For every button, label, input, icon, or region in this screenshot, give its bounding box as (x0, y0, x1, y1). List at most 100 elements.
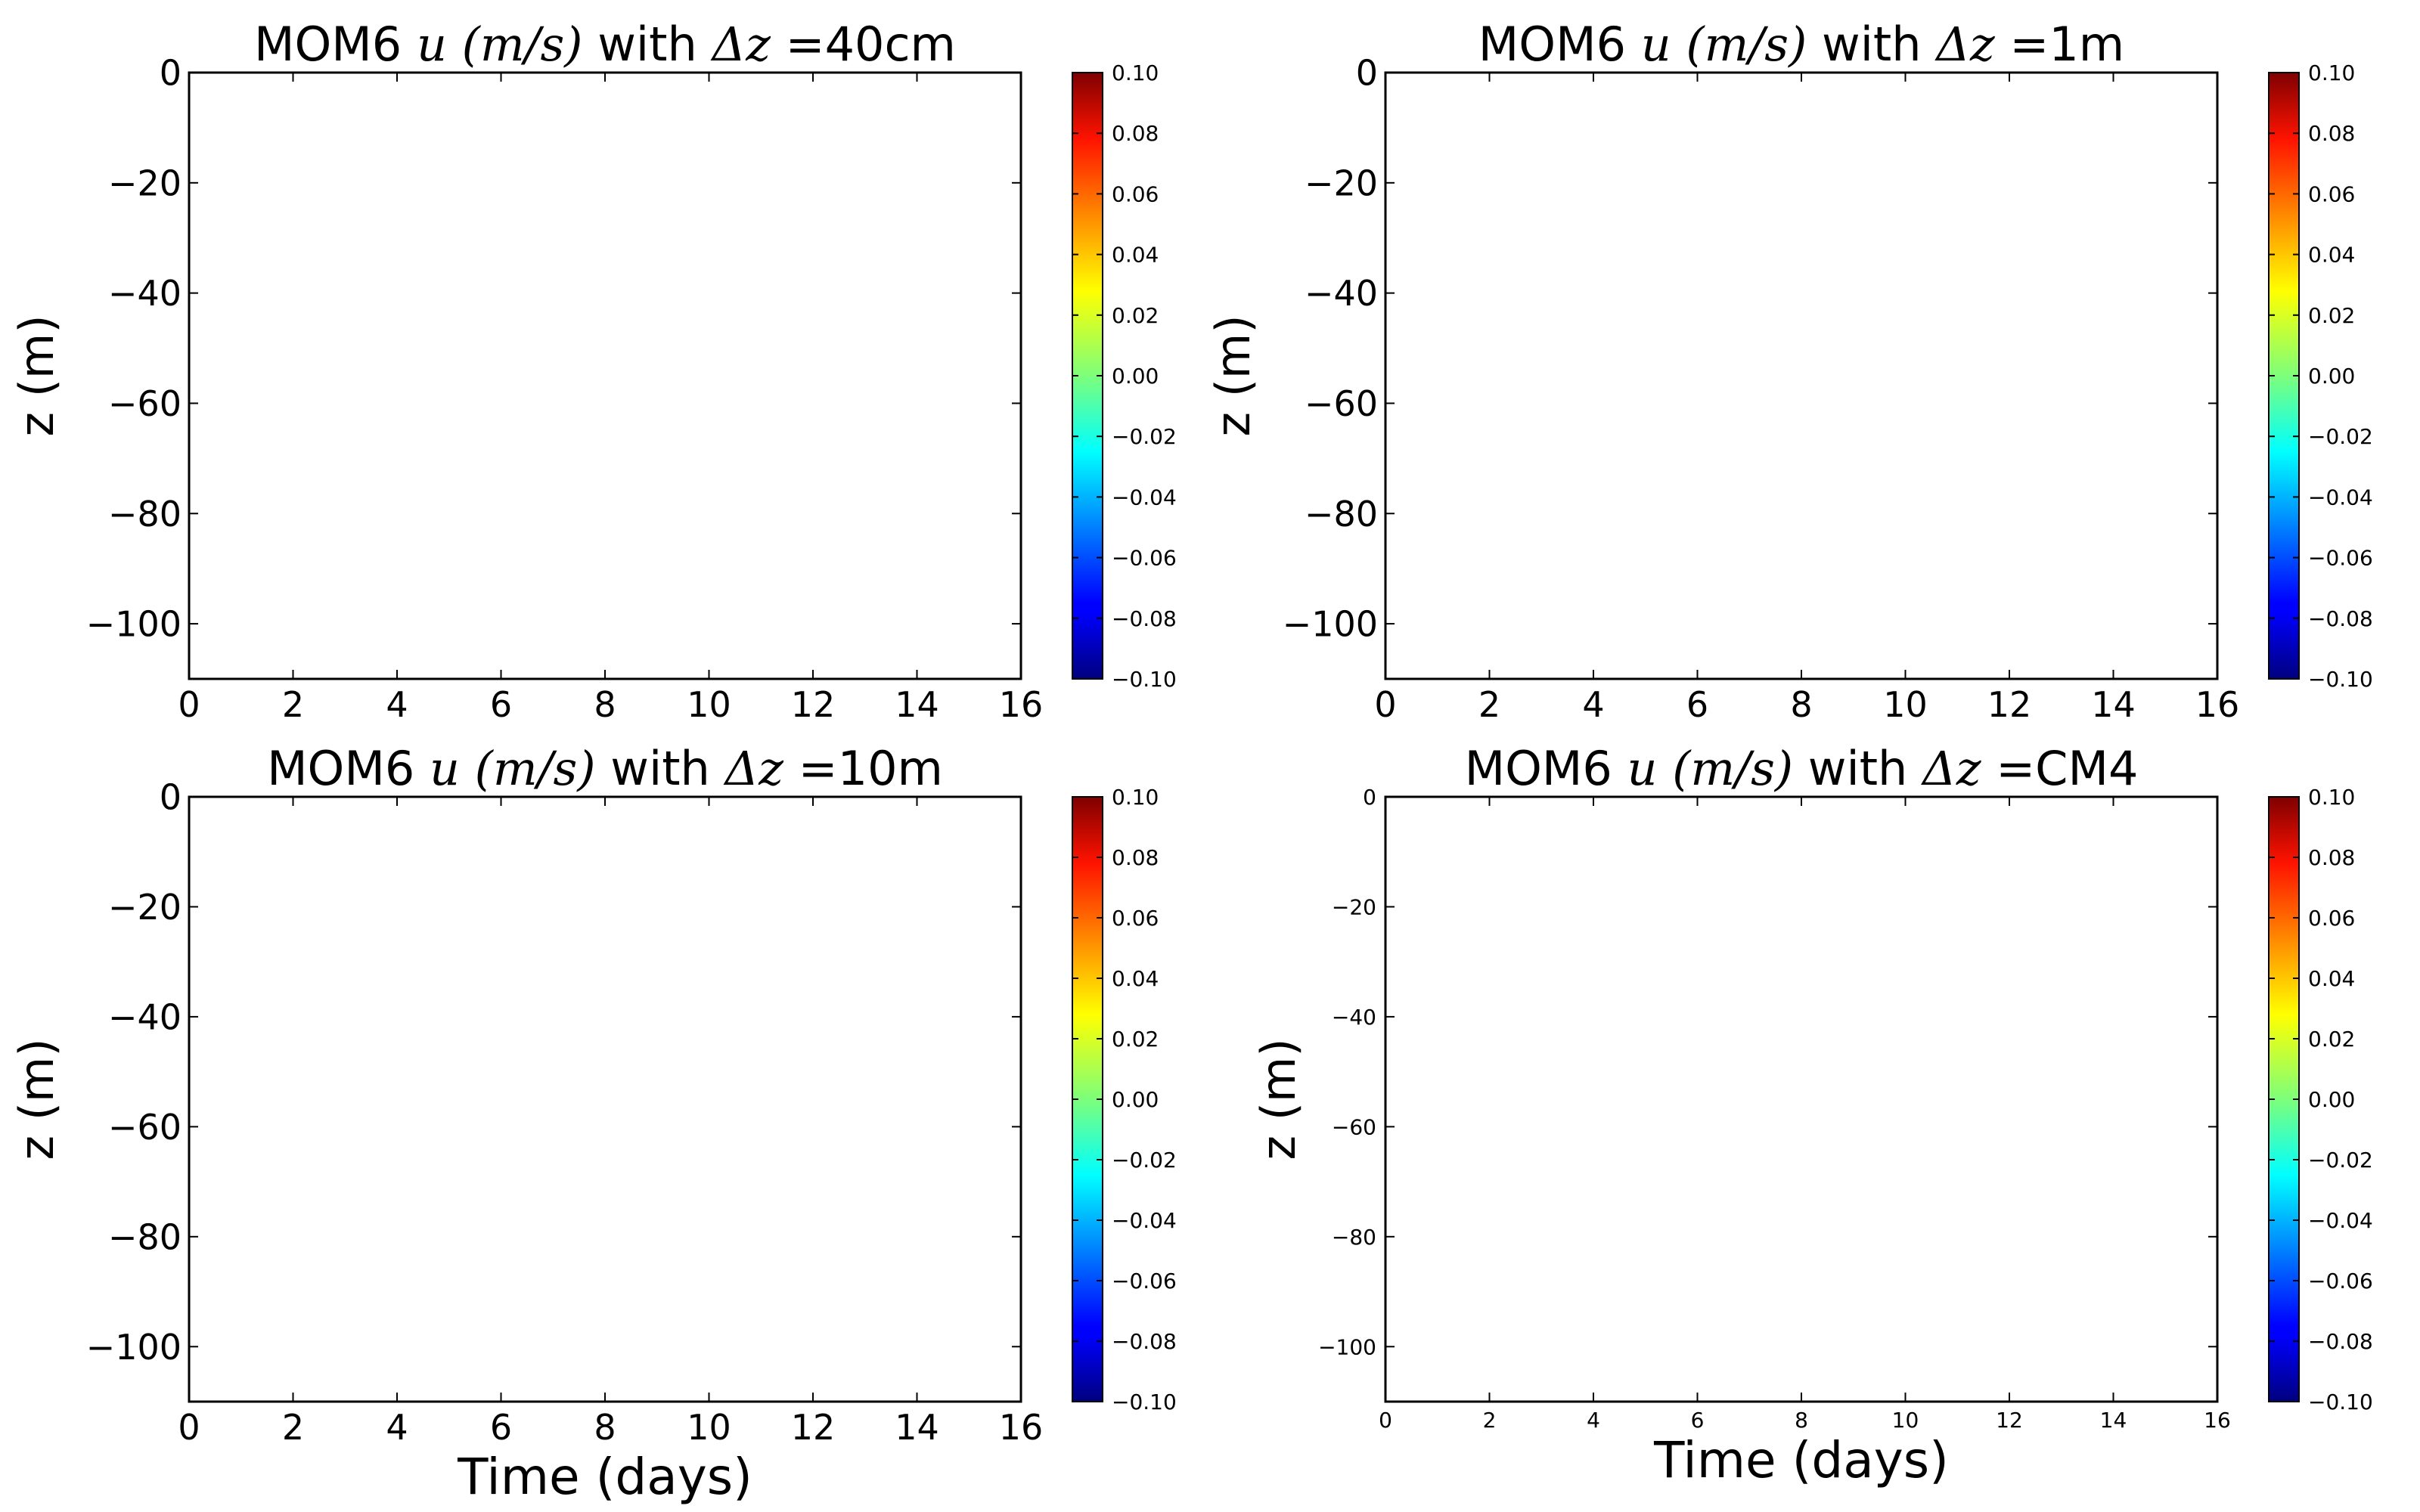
chart-title: MOM6 u (m/s) with Δz =CM4 (1465, 741, 2139, 796)
y-tick-label: −60 (108, 383, 182, 424)
y-tick-label: −60 (108, 1107, 182, 1148)
y-tick-label: −40 (108, 996, 182, 1037)
colorbar-tick-label: −0.10 (2308, 1390, 2373, 1414)
subplot-4: 0 2 4 6 8 10 12 14 16 0 −20 −40 −60 −80 −100 MOM6 u (m/… (1251, 741, 2373, 1489)
x-tick-label: 10 (1883, 684, 1928, 725)
colorbar-tick-label: 0.10 (2308, 60, 2355, 85)
x-tick-label: 2 (1478, 684, 1500, 725)
x-tick-label: 8 (1795, 1408, 1808, 1433)
x-tick-label: 0 (178, 1407, 200, 1448)
x-tick-label: 2 (282, 1407, 304, 1448)
x-tick-label: 2 (282, 684, 304, 725)
y-tick-label: −80 (108, 1216, 182, 1257)
y-tick-label: −60 (1332, 1114, 1376, 1139)
y-tick-label: 0 (1356, 53, 1378, 94)
colorbar-tick-label: −0.08 (2308, 1329, 2373, 1354)
x-tick-label: 4 (386, 1407, 408, 1448)
x-axis-label: Time (days) (1653, 1431, 1949, 1489)
colorbar-tick-label: 0.04 (2308, 243, 2355, 268)
y-tick-label: −100 (86, 604, 182, 645)
x-tick-label: 2 (1483, 1408, 1497, 1433)
colorbar-tick-label: 0.08 (1112, 845, 1159, 870)
colorbar-tick-label: 0.04 (1112, 243, 1159, 268)
y-tick-label: −20 (108, 163, 182, 203)
x-tick-label: 16 (999, 1407, 1044, 1448)
y-tick-label: −20 (108, 887, 182, 928)
plot-area (188, 795, 1022, 1403)
colorbar-tick-label: 0.10 (2308, 785, 2355, 810)
colorbar-tick-label: −0.08 (2308, 606, 2373, 631)
colorbar-tick-label: 0.08 (2308, 845, 2355, 870)
plot-area (1384, 795, 2219, 1403)
x-tick-label: 4 (1587, 1408, 1600, 1433)
y-tick-label: −20 (1332, 895, 1376, 920)
y-tick-label: −20 (1305, 163, 1378, 203)
colorbar-tick-label: −0.10 (2308, 667, 2373, 692)
colorbar-tick-label: −0.04 (1112, 1208, 1177, 1233)
x-tick-label: 12 (1996, 1408, 2023, 1433)
chart-title: MOM6 u (m/s) with Δz =1m (1478, 17, 2124, 72)
plot-area (1384, 71, 2219, 680)
x-tick-label: 6 (490, 1407, 512, 1448)
y-tick-label: 0 (160, 777, 182, 818)
colorbar-tick-label: 0.06 (2308, 906, 2355, 931)
colorbar-tick-label: 0.08 (1112, 121, 1159, 146)
x-tick-label: 12 (791, 1407, 836, 1448)
x-tick-label: 8 (594, 1407, 616, 1448)
colorbar-tick-label: −0.06 (1112, 546, 1177, 571)
x-tick-label: 0 (1379, 1408, 1392, 1433)
colorbar-tick-label: −0.04 (1112, 485, 1177, 510)
x-tick-label: 0 (178, 684, 200, 725)
y-tick-label: −40 (1305, 273, 1378, 314)
colorbar-tick-label: 0.06 (1112, 906, 1159, 931)
y-tick-label: −100 (86, 1327, 182, 1368)
x-tick-label: 10 (687, 1407, 731, 1448)
colorbar-tick-label: 0.08 (2308, 121, 2355, 146)
colorbar-tick-label: −0.04 (2308, 485, 2373, 510)
x-tick-label: 16 (2204, 1408, 2231, 1433)
y-axis-label: z (m) (1251, 1038, 1306, 1160)
colorbar-tick-label: 0.00 (1112, 1087, 1159, 1112)
y-axis-label: z (m) (9, 314, 64, 436)
x-tick-label: 16 (999, 684, 1044, 725)
chart-title: MOM6 u (m/s) with Δz =40cm (254, 17, 956, 72)
colorbar-tick-label: −0.04 (2308, 1208, 2373, 1233)
colorbar-tick-label: −0.02 (1112, 1148, 1177, 1173)
x-tick-label: 8 (594, 684, 616, 725)
colorbar-tick-label: 0.10 (1112, 60, 1159, 85)
colorbar-tick-label: 0.04 (2308, 966, 2355, 991)
subplot-1: 0 2 4 6 8 10 12 14 16 0 −20 −40 −60 −80 −100 MOM6 u (m/… (9, 17, 1177, 725)
subplot-3: 0 2 4 6 8 10 12 14 16 0 −20 −40 −60 −80 −100 MOM6 u (m/… (9, 741, 1177, 1506)
x-tick-label: 12 (791, 684, 836, 725)
colorbar-tick-label: 0.02 (2308, 1027, 2355, 1052)
colorbar-tick-label: −0.02 (1112, 424, 1177, 449)
x-tick-label: 6 (490, 684, 512, 725)
colorbar-tick-label: −0.10 (1112, 667, 1177, 692)
y-tick-label: −40 (108, 273, 182, 314)
y-tick-label: −80 (1305, 494, 1378, 534)
colorbar-tick-label: 0.10 (1112, 785, 1159, 810)
x-tick-label: 10 (1892, 1408, 1919, 1433)
y-axis-label: z (m) (1205, 314, 1261, 436)
plot-area (188, 71, 1022, 680)
colorbar-tick-label: 0.00 (2308, 1087, 2355, 1112)
colorbar-tick-label: −0.06 (1112, 1269, 1177, 1294)
x-tick-label: 16 (2195, 684, 2240, 725)
colorbar-tick-label: −0.02 (2308, 424, 2373, 449)
x-tick-label: 4 (386, 684, 408, 725)
x-tick-label: 6 (1686, 684, 1708, 725)
colorbar-tick-label: −0.02 (2308, 1148, 2373, 1173)
y-tick-label: −60 (1305, 383, 1378, 424)
y-tick-label: −40 (1332, 1005, 1376, 1030)
colorbar-tick-label: 0.02 (1112, 303, 1159, 328)
colorbar-tick-label: 0.00 (2308, 364, 2355, 389)
y-tick-label: −100 (1283, 604, 1378, 645)
y-tick-label: −80 (108, 494, 182, 534)
x-tick-label: 8 (1790, 684, 1812, 725)
chart-title: MOM6 u (m/s) with Δz =10m (267, 741, 943, 796)
x-tick-label: 6 (1691, 1408, 1705, 1433)
colorbar-tick-label: 0.02 (1112, 1027, 1159, 1052)
subplot-2: 0 2 4 6 8 10 12 14 16 0 −20 −40 −60 −80 −100 MOM6 u (m/… (1205, 17, 2373, 725)
x-tick-label: 12 (1987, 684, 2032, 725)
